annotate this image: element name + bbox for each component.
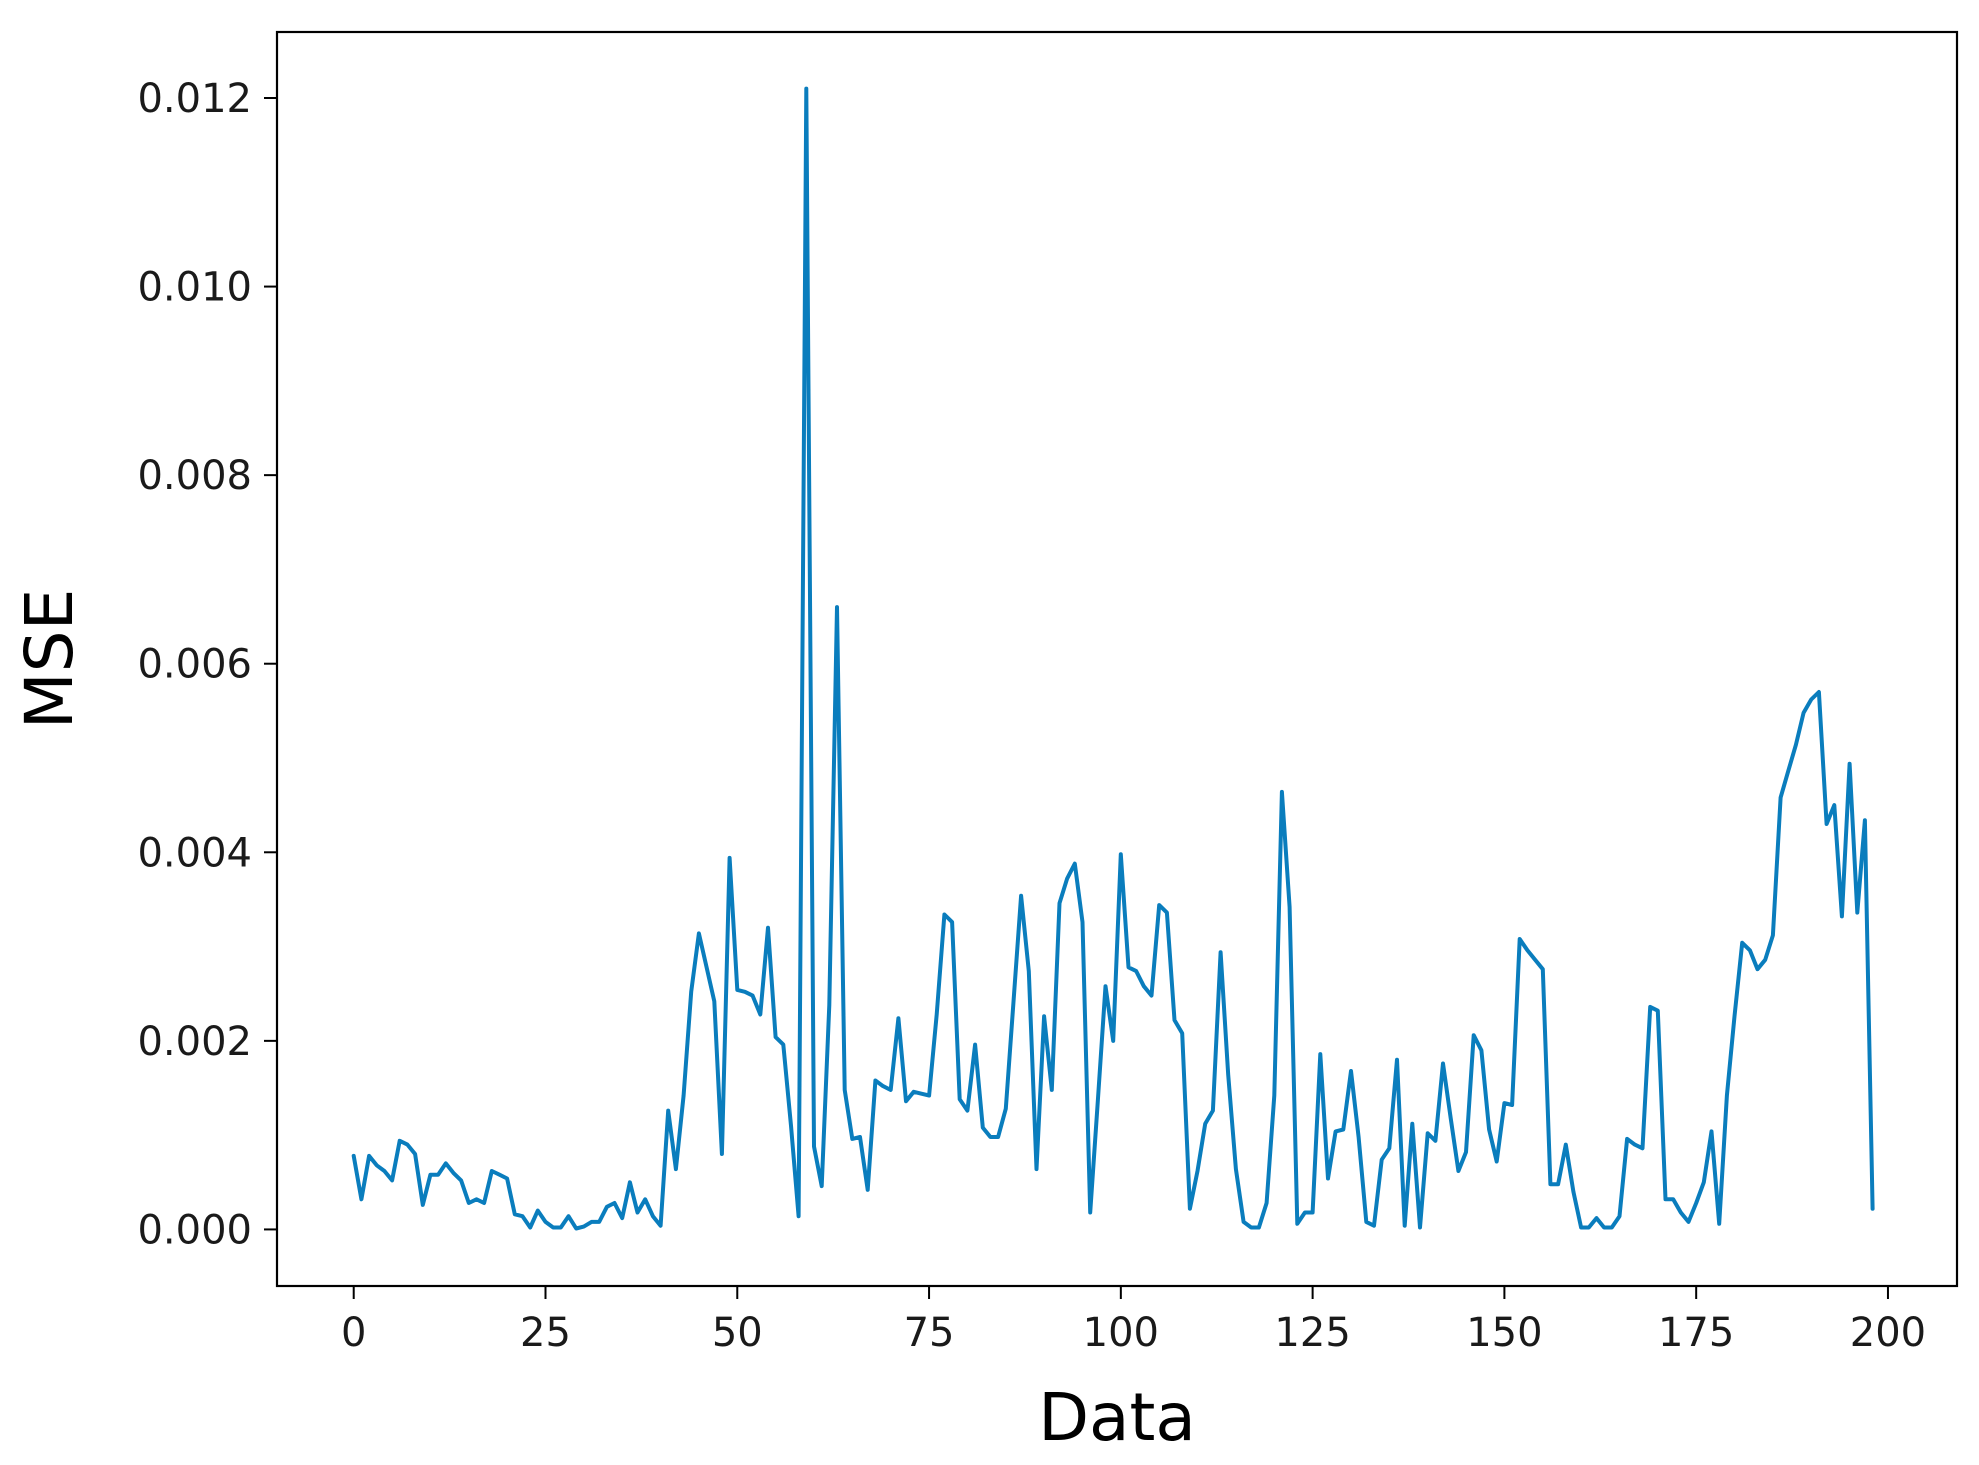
x-tick-label: 50 (712, 1310, 763, 1356)
mse-series-line (351, 86, 1875, 1231)
x-tick-label: 25 (520, 1310, 571, 1356)
x-axis-label: Data (1038, 1379, 1196, 1456)
y-tick-label: 0.010 (137, 265, 252, 311)
x-tick-label: 0 (341, 1310, 366, 1356)
y-tick-label: 0.006 (137, 642, 252, 688)
x-tick-label: 100 (1083, 1310, 1159, 1356)
y-axis: 0.000 0.002 0.004 0.006 0.008 0.010 0.012 (137, 76, 277, 1253)
x-tick-label: 200 (1850, 1310, 1926, 1356)
y-axis-label: MSE (11, 589, 88, 730)
plot-frame (275, 30, 1959, 1288)
x-axis: 0 25 50 75 100 125 150 175 200 (341, 1286, 1926, 1356)
y-tick-label: 0.008 (137, 453, 252, 499)
y-tick-label: 0.000 (137, 1207, 252, 1253)
x-tick-label: 150 (1466, 1310, 1542, 1356)
y-tick-label: 0.004 (137, 830, 252, 876)
y-tick-label: 0.012 (137, 76, 252, 122)
x-tick-label: 125 (1274, 1310, 1350, 1356)
y-tick-label: 0.002 (137, 1019, 252, 1065)
x-tick-label: 175 (1658, 1310, 1734, 1356)
x-tick-label: 75 (904, 1310, 955, 1356)
